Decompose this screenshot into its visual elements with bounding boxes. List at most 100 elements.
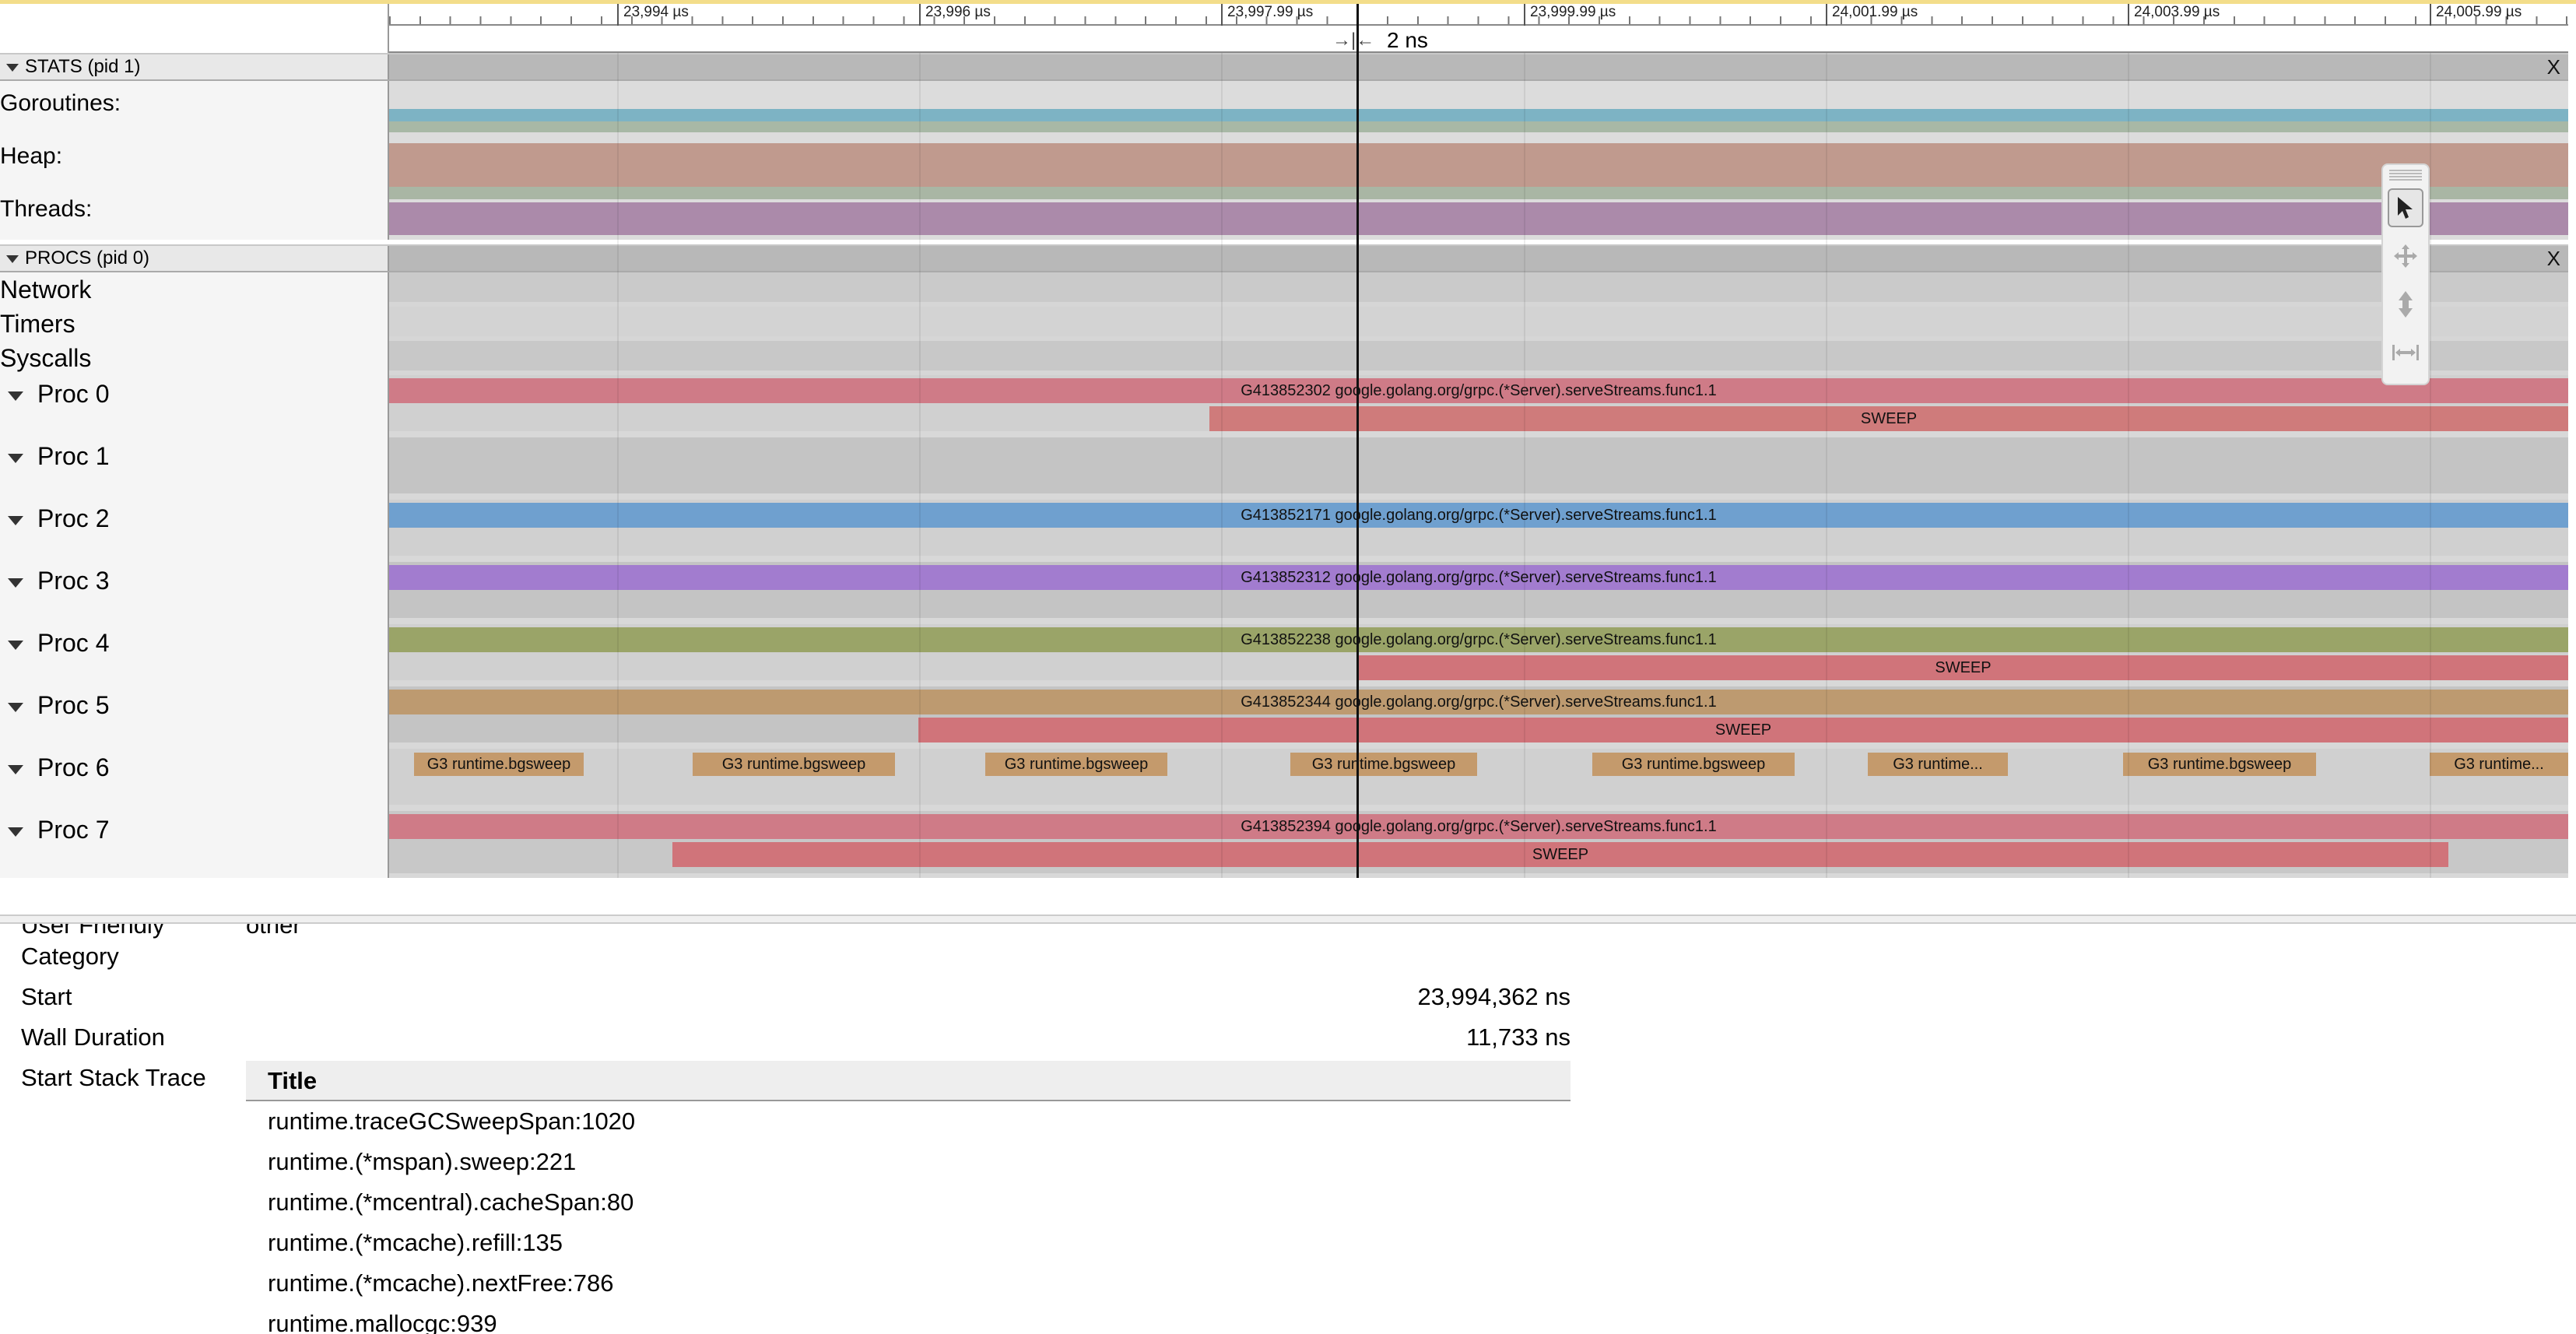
- ruler-ticks: 23,994 µs 23,996 µs 23,997.99 µs 23,999.…: [389, 4, 2568, 26]
- details-panel: User Friendly other Category Start 23,99…: [0, 924, 2576, 1334]
- collapse-triangle-icon[interactable]: [8, 764, 23, 774]
- stats-header-bar: X: [389, 54, 2568, 79]
- goroutine-slice[interactable]: G413852171 google.golang.org/grpc.(*Serv…: [389, 503, 2568, 528]
- plain-tracks[interactable]: [389, 272, 2568, 375]
- grid-line: [919, 53, 921, 878]
- procs-header-bar: X: [389, 246, 2568, 271]
- syscalls-track[interactable]: [389, 341, 2568, 370]
- bgsweep-slice[interactable]: G3 runtime.bgsweep: [985, 753, 1167, 776]
- stack-table-header[interactable]: Title: [246, 1061, 1571, 1101]
- select-icon[interactable]: [2388, 188, 2423, 227]
- stack-frame-row[interactable]: runtime.traceGCSweepSpan:1020: [268, 1108, 636, 1135]
- ruler-label: 23,997.99 µs: [1221, 4, 1313, 26]
- proc-row-bg: [389, 437, 2568, 493]
- grid-line: [2128, 53, 2129, 878]
- time-cursor-line[interactable]: [1356, 4, 1359, 878]
- stats-section-header[interactable]: STATS (pid 1) X: [0, 53, 2568, 81]
- collapse-triangle-icon[interactable]: [8, 577, 23, 588]
- sweep-slice[interactable]: SWEEP: [672, 842, 2448, 867]
- stats-labels: Goroutines: Heap: Threads:: [0, 81, 389, 240]
- proc-label[interactable]: Proc 1: [8, 442, 109, 471]
- goroutines-counter[interactable]: [389, 109, 2568, 121]
- grid-line: [2430, 53, 2431, 878]
- proc-label[interactable]: Proc 2: [8, 504, 109, 533]
- sweep-slice[interactable]: SWEEP: [1209, 406, 2568, 431]
- drag-handle-icon[interactable]: [2389, 170, 2422, 181]
- proc-label[interactable]: Proc 0: [8, 380, 109, 409]
- bgsweep-slice[interactable]: G3 runtime.bgsweep: [2123, 753, 2316, 776]
- close-icon[interactable]: X: [2546, 55, 2560, 79]
- proc-label[interactable]: Proc 4: [8, 629, 109, 658]
- proc-tracks[interactable]: G413852302 google.golang.org/grpc.(*Serv…: [389, 375, 2568, 878]
- collapse-triangle-icon[interactable]: [8, 702, 23, 712]
- bgsweep-slice[interactable]: G3 runtime.bgsweep: [1290, 753, 1477, 776]
- stats-counters[interactable]: [389, 81, 2568, 240]
- goroutine-slice[interactable]: G413852312 google.golang.org/grpc.(*Serv…: [389, 565, 2568, 590]
- proc-label[interactable]: Proc 7: [8, 816, 109, 844]
- ruler-label: 24,003.99 µs: [2128, 4, 2220, 26]
- panel-resize-handle[interactable]: [0, 914, 2576, 924]
- ruler-label: 23,996 µs: [919, 4, 991, 26]
- collapse-triangle-icon[interactable]: [8, 391, 23, 401]
- grid-line: [1826, 53, 1827, 878]
- stack-frame-row[interactable]: runtime.(*mcache).refill:135: [268, 1229, 563, 1256]
- proc-label[interactable]: Proc 6: [8, 753, 109, 782]
- counter-label-goroutines: Goroutines:: [0, 90, 121, 116]
- ruler-left-gutter: [0, 4, 389, 53]
- plain-track-labels: Network Timers Syscalls: [0, 272, 389, 375]
- bgsweep-slice[interactable]: G3 runtime.bgsweep: [414, 753, 584, 776]
- pan-icon[interactable]: [2388, 237, 2423, 276]
- heap-counter-alt[interactable]: [389, 187, 2568, 199]
- heap-counter[interactable]: [389, 143, 2568, 187]
- goroutine-slice[interactable]: G413852394 google.golang.org/grpc.(*Serv…: [389, 814, 2568, 839]
- time-ruler[interactable]: 23,994 µs 23,996 µs 23,997.99 µs 23,999.…: [0, 4, 2568, 53]
- collapse-triangle-icon[interactable]: [8, 640, 23, 650]
- detail-value-wall-duration: 11,733 ns: [1466, 1023, 1571, 1051]
- goroutines-counter-alt[interactable]: [389, 121, 2568, 132]
- bgsweep-slice[interactable]: G3 runtime.bgsweep: [1592, 753, 1795, 776]
- timers-track[interactable]: [389, 307, 2568, 336]
- zoom-icon[interactable]: [2388, 285, 2423, 324]
- ruler-label: 24,001.99 µs: [1826, 4, 1918, 26]
- stats-header-label[interactable]: STATS (pid 1): [0, 54, 389, 79]
- stack-frame-row[interactable]: runtime.(*mspan).sweep:221: [268, 1148, 577, 1175]
- bgsweep-slice[interactable]: G3 runtime...: [2430, 753, 2568, 776]
- collapse-triangle-icon[interactable]: [8, 453, 23, 463]
- stack-frame-row[interactable]: runtime.(*mcache).nextFree:786: [268, 1269, 614, 1297]
- proc-label[interactable]: Proc 3: [8, 567, 109, 595]
- mouse-mode-toolbar[interactable]: [2381, 163, 2430, 385]
- collapse-triangle-icon[interactable]: [8, 515, 23, 525]
- sweep-slice[interactable]: SWEEP: [1358, 655, 2568, 680]
- stack-frame-row[interactable]: runtime.(*mcentral).cacheSpan:80: [268, 1188, 634, 1216]
- counter-label-threads: Threads:: [0, 196, 93, 222]
- grid-line: [617, 53, 619, 878]
- sweep-slice[interactable]: SWEEP: [918, 718, 2568, 742]
- detail-value-start: 23,994,362 ns: [1417, 983, 1571, 1010]
- close-icon[interactable]: X: [2546, 247, 2560, 270]
- goroutine-slice[interactable]: G413852344 google.golang.org/grpc.(*Serv…: [389, 690, 2568, 714]
- stack-trace-table: Title runtime.traceGCSweepSpan:1020 runt…: [246, 1061, 1571, 1334]
- timeline-tracks[interactable]: STATS (pid 1) X Goroutines: Heap: Thread…: [0, 53, 2568, 878]
- timing-icon[interactable]: [2388, 333, 2423, 372]
- top-status-strip: [0, 0, 2576, 4]
- collapse-triangle-icon[interactable]: [8, 827, 23, 837]
- goroutine-slice[interactable]: G413852302 google.golang.org/grpc.(*Serv…: [389, 378, 2568, 403]
- bgsweep-slice[interactable]: G3 runtime.bgsweep: [693, 753, 895, 776]
- procs-header-label[interactable]: PROCS (pid 0): [0, 246, 389, 271]
- ruler-label: 23,994 µs: [617, 4, 689, 26]
- detail-key-user-friendly: User Friendly: [21, 924, 165, 939]
- measure-arrows-icon: →|←: [1332, 30, 1375, 51]
- collapse-triangle-icon[interactable]: [6, 255, 19, 263]
- detail-key-start: Start: [21, 983, 72, 1010]
- procs-section-header[interactable]: PROCS (pid 0) X: [0, 244, 2568, 272]
- threads-counter[interactable]: [389, 202, 2568, 235]
- counter-label-heap: Heap:: [0, 143, 63, 169]
- bgsweep-slice[interactable]: G3 runtime...: [1868, 753, 2008, 776]
- ruler-label: 24,005.99 µs: [2430, 4, 2522, 26]
- goroutine-slice[interactable]: G413852238 google.golang.org/grpc.(*Serv…: [389, 627, 2568, 652]
- proc-label[interactable]: Proc 5: [8, 691, 109, 720]
- network-track[interactable]: [389, 272, 2568, 302]
- stack-frame-row[interactable]: runtime.mallocgc:939: [268, 1310, 497, 1334]
- detail-value-user-friendly: other: [246, 924, 301, 939]
- collapse-triangle-icon[interactable]: [6, 63, 19, 72]
